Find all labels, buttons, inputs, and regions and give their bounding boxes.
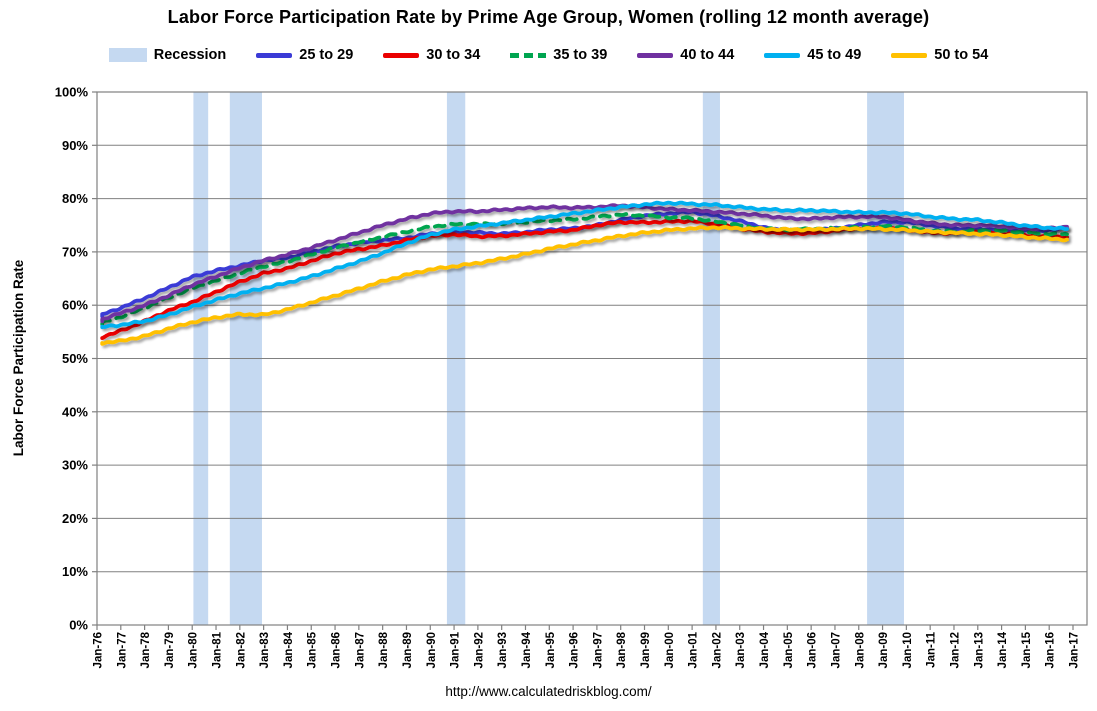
x-tick-label: Jan-78 bbox=[140, 631, 152, 668]
legend-item-30-to-34: 30 to 34 bbox=[383, 47, 480, 63]
legend-label: Recession bbox=[153, 47, 227, 63]
x-tick-label: Jan-08 bbox=[854, 631, 866, 668]
x-tick-label: Jan-13 bbox=[973, 632, 985, 668]
x-tick-label: Jan-00 bbox=[664, 632, 676, 668]
series-swatch bbox=[383, 52, 420, 58]
y-tick-label: 0% bbox=[69, 618, 88, 633]
legend: Recession 25 to 29 30 to 34 35 to 39 40 to 4… bbox=[0, 47, 1097, 63]
x-tick-label: Jan-77 bbox=[116, 632, 128, 668]
series-swatch bbox=[637, 52, 674, 58]
x-tick-label: Jan-80 bbox=[188, 632, 200, 668]
x-tick-label: Jan-85 bbox=[307, 631, 319, 668]
legend-item-50-to-54: 50 to 54 bbox=[891, 47, 988, 63]
x-tick-label: Jan-17 bbox=[1069, 632, 1081, 668]
x-tick-label: Jan-10 bbox=[902, 632, 914, 668]
legend-label: 35 to 39 bbox=[553, 47, 608, 63]
y-tick-label: 10% bbox=[62, 564, 88, 579]
x-tick-label: Jan-83 bbox=[259, 632, 271, 668]
x-tick-label: Jan-79 bbox=[164, 632, 176, 668]
recession-swatch bbox=[108, 48, 147, 62]
x-tick-label: Jan-16 bbox=[1045, 632, 1057, 668]
y-tick-label: 30% bbox=[62, 458, 88, 473]
y-tick-label: 90% bbox=[62, 138, 88, 153]
x-tick-label: Jan-86 bbox=[331, 632, 343, 668]
x-tick-label: Jan-93 bbox=[497, 632, 509, 668]
y-axis-title: Labor Force Participation Rate bbox=[11, 259, 26, 456]
series-line-50-to-54 bbox=[100, 225, 1069, 346]
series-swatch bbox=[764, 52, 801, 58]
series-line-45-to-49 bbox=[100, 200, 1069, 330]
y-tick-label: 20% bbox=[62, 511, 88, 526]
x-tick-label: Jan-11 bbox=[926, 631, 938, 667]
x-tick-label: Jan-98 bbox=[616, 631, 628, 668]
legend-item-recession: Recession bbox=[108, 47, 227, 63]
legend-label: 30 to 34 bbox=[426, 47, 481, 63]
x-tick-label: Jan-12 bbox=[949, 632, 961, 668]
x-tick-label: Jan-89 bbox=[402, 632, 414, 668]
x-tick-label: Jan-09 bbox=[878, 632, 890, 668]
x-tick-label: Jan-14 bbox=[997, 631, 1009, 668]
source-url[interactable]: http://www.calculatedriskblog.com/ bbox=[445, 684, 652, 699]
x-tick-label: Jan-06 bbox=[807, 632, 819, 668]
legend-item-40-to-44: 40 to 44 bbox=[637, 47, 734, 63]
x-tick-label: Jan-91 bbox=[450, 631, 462, 668]
legend-label: 45 to 49 bbox=[807, 47, 862, 63]
y-tick-label: 50% bbox=[62, 351, 88, 366]
x-tick-label: Jan-03 bbox=[735, 632, 747, 668]
series-swatch bbox=[256, 52, 293, 58]
x-tick-label: Jan-81 bbox=[212, 631, 224, 668]
y-tick-label: 40% bbox=[62, 404, 88, 419]
x-tick-label: Jan-76 bbox=[93, 632, 105, 668]
x-tick-label: Jan-15 bbox=[1021, 631, 1033, 668]
x-tick-label: Jan-90 bbox=[426, 632, 438, 668]
x-tick-label: Jan-82 bbox=[235, 632, 247, 668]
x-tick-label: Jan-84 bbox=[283, 631, 295, 668]
series-swatch bbox=[891, 52, 928, 58]
legend-label: 40 to 44 bbox=[680, 47, 735, 63]
legend-item-25-to-29: 25 to 29 bbox=[256, 47, 353, 63]
chart-title: Labor Force Participation Rate by Prime … bbox=[167, 7, 930, 27]
legend-item-45-to-49: 45 to 49 bbox=[764, 47, 861, 63]
legend-label: 50 to 54 bbox=[934, 47, 989, 63]
legend-item-35-to-39: 35 to 39 bbox=[510, 47, 607, 63]
legend-label: 25 to 29 bbox=[299, 47, 354, 63]
x-tick-label: Jan-95 bbox=[545, 631, 557, 668]
x-tick-label: Jan-99 bbox=[640, 632, 652, 668]
x-tick-label: Jan-02 bbox=[711, 632, 723, 668]
x-tick-label: Jan-01 bbox=[688, 631, 700, 668]
x-tick-label: Jan-87 bbox=[354, 632, 366, 668]
axis-ticks: Jan-76 Jan-77 Jan-78 Jan-79 Jan-80 Jan-81 Jan-… bbox=[55, 85, 1081, 669]
x-tick-label: Jan-92 bbox=[473, 632, 485, 668]
x-tick-label: Jan-04 bbox=[759, 631, 771, 668]
x-tick-label: Jan-07 bbox=[830, 632, 842, 668]
x-tick-label: Jan-96 bbox=[569, 632, 581, 668]
series-line-40-to-44 bbox=[100, 203, 1069, 324]
series-swatch bbox=[510, 52, 547, 58]
x-tick-label: Jan-05 bbox=[783, 631, 795, 668]
y-tick-label: 60% bbox=[62, 298, 88, 313]
y-tick-label: 70% bbox=[62, 244, 88, 259]
x-tick-label: Jan-88 bbox=[378, 631, 390, 668]
y-tick-label: 80% bbox=[62, 191, 88, 206]
x-tick-label: Jan-94 bbox=[521, 631, 533, 668]
x-tick-label: Jan-97 bbox=[592, 632, 604, 668]
y-tick-label: 100% bbox=[55, 85, 89, 100]
